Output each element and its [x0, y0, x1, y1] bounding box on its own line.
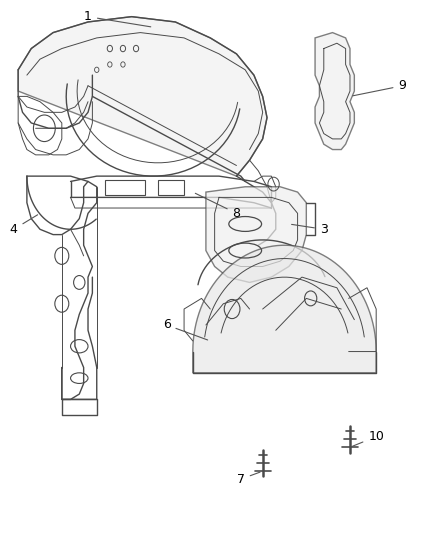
- Bar: [158, 180, 184, 195]
- Text: 9: 9: [353, 79, 406, 96]
- Text: 10: 10: [353, 430, 384, 446]
- Text: 1: 1: [84, 10, 151, 27]
- Text: 4: 4: [10, 215, 38, 236]
- Polygon shape: [18, 17, 267, 176]
- Text: 7: 7: [237, 472, 260, 486]
- Text: 3: 3: [292, 223, 328, 236]
- Polygon shape: [193, 245, 376, 373]
- Polygon shape: [315, 33, 354, 150]
- Text: 8: 8: [195, 193, 240, 220]
- Bar: [106, 180, 145, 195]
- Text: 6: 6: [162, 319, 208, 340]
- Polygon shape: [206, 187, 306, 282]
